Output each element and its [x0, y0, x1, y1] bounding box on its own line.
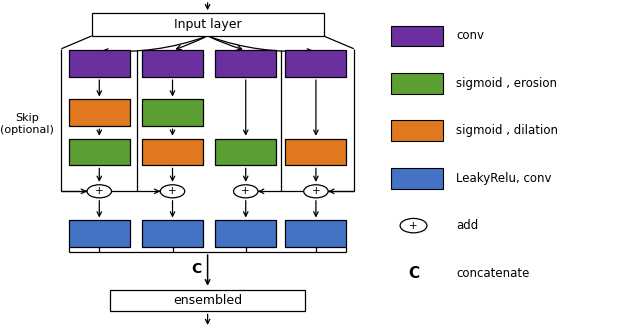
FancyBboxPatch shape	[110, 290, 305, 311]
FancyBboxPatch shape	[142, 99, 203, 126]
Text: Input layer: Input layer	[174, 18, 241, 31]
Text: +: +	[409, 221, 418, 231]
FancyBboxPatch shape	[215, 220, 276, 247]
Circle shape	[234, 185, 258, 198]
Text: LeakyRelu, conv: LeakyRelu, conv	[456, 172, 552, 185]
FancyBboxPatch shape	[142, 50, 203, 77]
Text: add: add	[456, 219, 478, 232]
FancyBboxPatch shape	[215, 139, 276, 166]
Text: sigmoid , erosion: sigmoid , erosion	[456, 77, 557, 90]
FancyBboxPatch shape	[68, 220, 130, 247]
Text: +: +	[95, 186, 104, 196]
FancyBboxPatch shape	[390, 120, 442, 141]
FancyBboxPatch shape	[68, 99, 130, 126]
FancyBboxPatch shape	[285, 139, 346, 166]
FancyBboxPatch shape	[142, 139, 203, 166]
FancyBboxPatch shape	[92, 13, 324, 36]
Text: +: +	[168, 186, 177, 196]
Text: conv: conv	[456, 29, 484, 42]
Text: +: +	[312, 186, 320, 196]
Circle shape	[87, 185, 111, 198]
FancyBboxPatch shape	[142, 220, 203, 247]
FancyBboxPatch shape	[285, 50, 346, 77]
FancyBboxPatch shape	[68, 50, 130, 77]
FancyBboxPatch shape	[215, 50, 276, 77]
Text: C: C	[408, 265, 419, 281]
FancyBboxPatch shape	[390, 25, 442, 46]
FancyBboxPatch shape	[390, 168, 442, 189]
Text: sigmoid , dilation: sigmoid , dilation	[456, 124, 558, 137]
Text: Skip
(optional): Skip (optional)	[1, 114, 54, 135]
FancyBboxPatch shape	[68, 139, 130, 166]
FancyBboxPatch shape	[390, 73, 442, 94]
Text: ensembled: ensembled	[173, 294, 242, 307]
Text: concatenate: concatenate	[456, 266, 529, 280]
Circle shape	[400, 218, 427, 233]
Circle shape	[304, 185, 328, 198]
Circle shape	[160, 185, 185, 198]
Text: C: C	[191, 262, 202, 276]
FancyBboxPatch shape	[285, 220, 346, 247]
Text: +: +	[241, 186, 250, 196]
